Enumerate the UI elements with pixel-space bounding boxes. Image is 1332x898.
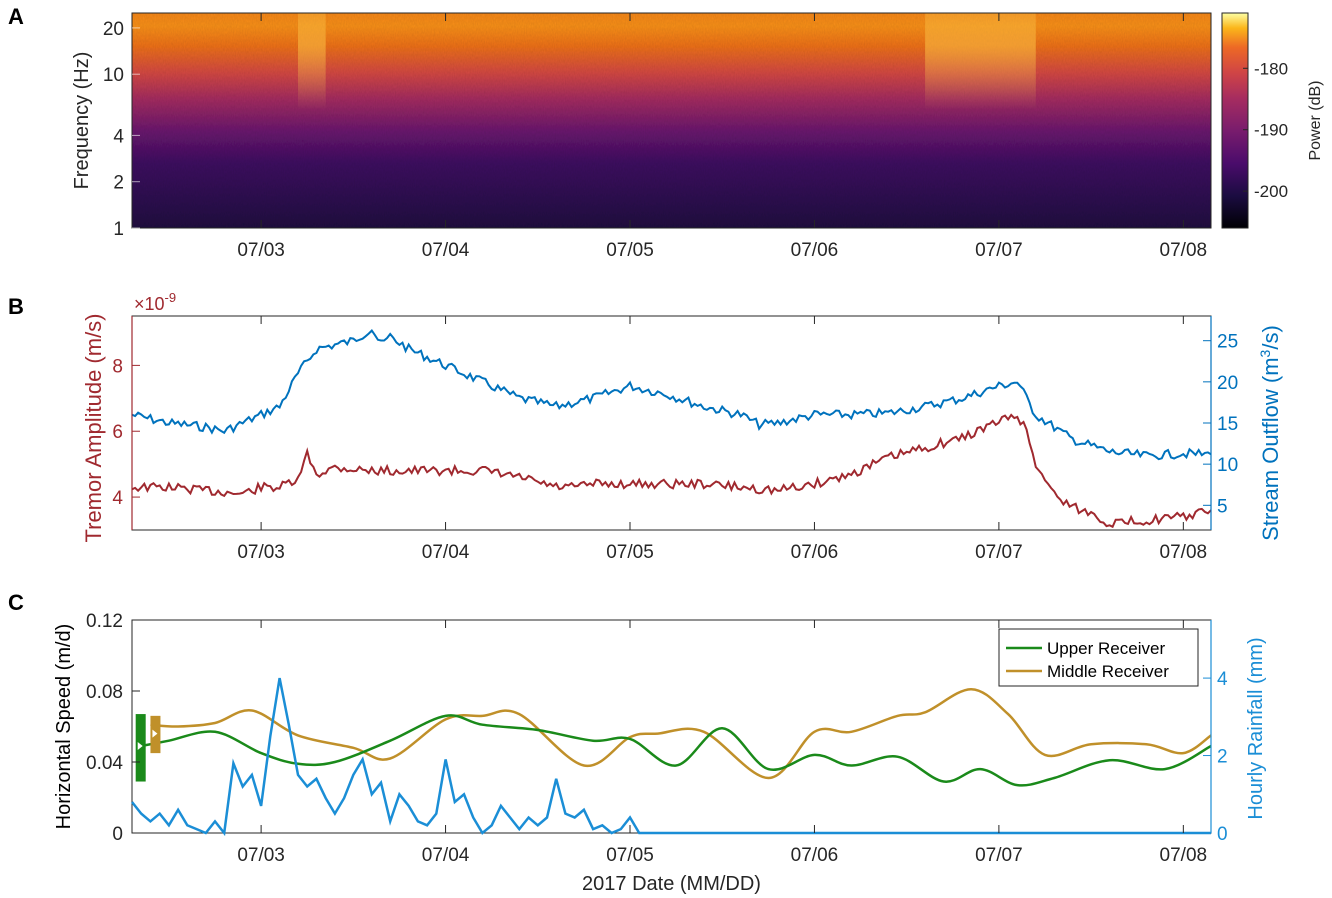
upper-receiver-marker xyxy=(135,714,146,782)
legend-box xyxy=(998,628,1199,687)
x-tick-label: 07/03 xyxy=(237,240,285,261)
rainfall-axis-label: Hourly Rainfall (mm) xyxy=(1245,637,1267,819)
panel-b-series xyxy=(131,329,1212,529)
right-tick-label: 25 xyxy=(1217,332,1238,353)
tremor-axis-multiplier: ×10-9 xyxy=(134,290,176,314)
right-tick-label: 10 xyxy=(1217,455,1238,476)
panel-b-left-ticks: 4 6 8 xyxy=(112,316,140,530)
right-tick-label: 4 xyxy=(1217,669,1228,690)
x-tick-label: 07/08 xyxy=(1160,845,1208,866)
legend-label-upper: Upper Receiver xyxy=(1047,639,1165,658)
receiver-markers xyxy=(135,714,161,782)
right-tick-label: 2 xyxy=(1217,747,1228,768)
x-tick-label: 07/08 xyxy=(1160,542,1208,563)
stream-label-suffix: /s) xyxy=(1258,325,1283,349)
stream-label-sup: 3 xyxy=(1257,349,1273,357)
left-tick-label: 4 xyxy=(112,488,123,509)
panel-a-y-ticks: 1 2 4 10 20 xyxy=(103,19,140,240)
x-axis-label: 2017 Date (MM/DD) xyxy=(582,873,761,895)
stream-axis-label: Stream Outflow (m3/s) xyxy=(1257,325,1283,541)
panel-a-x-ticks: 07/03 07/04 07/05 07/06 07/07 07/08 xyxy=(237,13,1207,261)
x-tick-label: 07/05 xyxy=(606,845,654,866)
spectrogram-frame xyxy=(131,12,1212,229)
x-tick-label: 07/06 xyxy=(791,845,839,866)
x-tick-label: 07/03 xyxy=(237,542,285,563)
panel-c: C 0 0.04 0.08 0.12 0 2 4 07/03 07/04 07/05 07/06… xyxy=(8,590,1267,895)
x-tick-label: 07/04 xyxy=(422,240,470,261)
spectrogram-image xyxy=(132,13,1211,228)
y-tick-label: 2 xyxy=(113,173,124,194)
y-tick-label: 1 xyxy=(113,219,124,240)
panel-c-x-ticks: 07/03 07/04 07/05 07/06 07/07 07/08 xyxy=(237,620,1207,866)
x-tick-label: 07/04 xyxy=(422,542,470,563)
left-tick-label: 8 xyxy=(112,356,123,377)
right-tick-label: 5 xyxy=(1217,496,1228,517)
x-tick-label: 07/03 xyxy=(237,845,285,866)
upper-marker-arrow xyxy=(137,742,143,751)
speed-axis-label: Horizontal Speed (m/d) xyxy=(53,624,75,830)
x-tick-label: 07/05 xyxy=(606,542,654,563)
colorbar-tick-label: -180 xyxy=(1254,59,1288,78)
panel-c-left-ticks: 0 0.04 0.08 0.12 xyxy=(86,611,140,845)
legend: Upper Receiver Middle Receiver xyxy=(998,628,1199,687)
colorbar-ticks: -180 -190 -200 xyxy=(1243,59,1288,201)
x-tick-label: 07/05 xyxy=(606,240,654,261)
upper-receiver-line xyxy=(140,714,1212,787)
x-tick-label: 07/04 xyxy=(422,845,470,866)
x-tick-label: 07/08 xyxy=(1160,240,1208,261)
bright-period xyxy=(298,13,326,228)
colorbar-tick-label: -200 xyxy=(1254,182,1288,201)
left-tick-label: 6 xyxy=(112,422,123,443)
panel-b-x-ticks: 07/03 07/04 07/05 07/06 07/07 07/08 xyxy=(237,316,1207,563)
multiplier-exponent: -9 xyxy=(165,290,177,305)
left-tick-label: 0 xyxy=(112,824,123,845)
panel-b-right-ticks: 5 10 15 20 25 xyxy=(1203,316,1238,530)
middle-receiver-line xyxy=(150,687,1212,780)
bright-period xyxy=(925,13,1036,228)
stream-label-prefix: Stream Outflow (m xyxy=(1258,357,1283,540)
x-tick-label: 07/06 xyxy=(791,240,839,261)
panel-b-letter: B xyxy=(8,294,24,319)
right-tick-label: 0 xyxy=(1217,824,1228,845)
panel-c-right-ticks: 0 2 4 xyxy=(1203,620,1228,845)
left-tick-label: 0.12 xyxy=(86,611,123,632)
colorbar xyxy=(1221,12,1249,229)
colorbar-label: Power (dB) xyxy=(1307,80,1324,160)
y-tick-label: 10 xyxy=(103,65,124,86)
x-tick-label: 07/07 xyxy=(975,240,1023,261)
panel-a-letter: A xyxy=(8,4,24,29)
panel-a: A 1 2 4 10 20 07/03 07/04 07/05 07/06 07/07 07/08… xyxy=(8,4,1324,261)
x-tick-label: 07/06 xyxy=(791,542,839,563)
tremor-amplitude-line xyxy=(131,413,1212,529)
multiplier-base: ×10 xyxy=(134,294,165,314)
x-tick-label: 07/07 xyxy=(975,845,1023,866)
y-tick-label: 4 xyxy=(113,126,124,147)
panel-c-series xyxy=(131,677,1212,837)
tremor-axis-label: Tremor Amplitude (m/s) xyxy=(81,313,106,542)
spectrogram-bright-periods xyxy=(298,13,1036,228)
colorbar-tick-label: -190 xyxy=(1254,121,1288,140)
right-tick-label: 20 xyxy=(1217,373,1238,394)
left-tick-label: 0.04 xyxy=(86,753,123,774)
right-tick-label: 15 xyxy=(1217,414,1238,435)
legend-label-middle: Middle Receiver xyxy=(1047,662,1169,681)
panel-c-letter: C xyxy=(8,590,24,615)
stream-outflow-line xyxy=(131,329,1212,461)
x-tick-label: 07/07 xyxy=(975,542,1023,563)
middle-marker-arrow xyxy=(152,729,158,738)
left-tick-label: 0.08 xyxy=(86,682,123,703)
panel-a-y-label: Frequency (Hz) xyxy=(71,52,93,190)
y-tick-label: 20 xyxy=(103,19,124,40)
rainfall-line xyxy=(131,677,1211,837)
